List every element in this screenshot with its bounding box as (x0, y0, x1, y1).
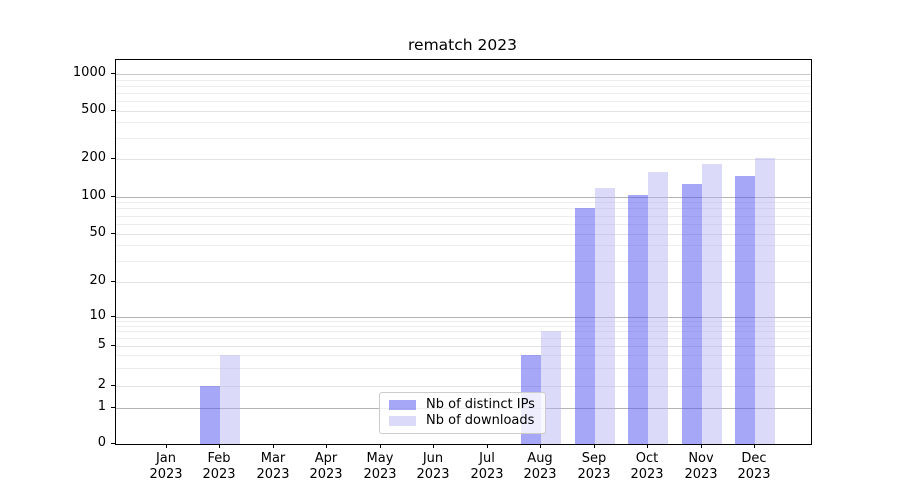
y-tick-1000 (111, 73, 115, 74)
y-tick-label-20: 20 (89, 273, 106, 288)
bar-nb-of-downloads-sep (594, 187, 615, 444)
x-tick-label-jan: Jan 2023 (149, 451, 183, 482)
gridline-600 (116, 101, 811, 102)
x-tick-jan (166, 444, 167, 448)
gridline-500 (116, 111, 811, 112)
bar-nb-of-downloads-nov (701, 164, 722, 444)
x-tick-may (380, 444, 381, 448)
x-tick-jun (433, 444, 434, 448)
bar-nb-of-distinct-ips-oct (628, 194, 648, 444)
x-tick-label-sep: Sep 2023 (577, 451, 611, 482)
x-tick-aug (540, 444, 541, 448)
gridline-20 (116, 282, 811, 283)
legend-label-downloads: Nb of downloads (426, 413, 535, 428)
y-tick-0 (111, 443, 115, 444)
y-tick-label-100: 100 (81, 188, 106, 203)
y-tick-label-1: 1 (97, 399, 106, 414)
x-tick-label-apr: Apr 2023 (309, 451, 343, 482)
bar-nb-of-downloads-aug (541, 331, 561, 444)
gridline-90 (116, 202, 811, 203)
y-tick-label-10: 10 (89, 308, 106, 323)
y-tick-label-2: 2 (97, 377, 106, 392)
x-tick-nov (701, 444, 702, 448)
legend-swatch-downloads (389, 416, 416, 426)
bar-nb-of-distinct-ips-nov (681, 183, 702, 444)
gridline-1000 (116, 74, 811, 75)
x-tick-feb (219, 444, 220, 448)
x-tick-dec (754, 444, 755, 448)
legend-swatch-distinct-ips (389, 400, 416, 410)
x-tick-jul (487, 444, 488, 448)
gridline-9 (116, 321, 811, 322)
gridline-8 (116, 326, 811, 327)
legend-label-distinct-ips: Nb of distinct IPs (426, 397, 535, 412)
x-tick-label-aug: Aug 2023 (523, 451, 557, 482)
x-tick-label-feb: Feb 2023 (202, 451, 236, 482)
y-tick-label-0: 0 (97, 435, 106, 450)
legend: Nb of distinct IPs Nb of downloads (379, 392, 546, 434)
gridline-100 (116, 197, 811, 198)
y-tick-5 (111, 345, 115, 346)
gridline-2 (116, 386, 811, 387)
x-tick-label-oct: Oct 2023 (630, 451, 664, 482)
gridline-700 (116, 93, 811, 94)
legend-item-downloads: Nb of downloads (389, 413, 536, 429)
gridline-40 (116, 245, 811, 246)
gridline-10 (116, 317, 811, 318)
y-tick-1 (111, 407, 115, 408)
x-tick-label-mar: Mar 2023 (256, 451, 290, 482)
gridline-3 (116, 368, 811, 369)
y-tick-label-1000: 1000 (72, 65, 106, 80)
x-tick-label-may: May 2023 (363, 451, 397, 482)
y-tick-label-5: 5 (97, 337, 106, 352)
gridline-70 (116, 216, 811, 217)
y-tick-500 (111, 110, 115, 111)
x-tick-sep (594, 444, 595, 448)
bar-nb-of-downloads-dec (755, 158, 775, 444)
gridline-6 (116, 338, 811, 339)
gridline-200 (116, 159, 811, 160)
x-tick-oct (647, 444, 648, 448)
gridline-300 (116, 138, 811, 139)
gridline-50 (116, 234, 811, 235)
x-tick-label-nov: Nov 2023 (684, 451, 718, 482)
gridline-4 (116, 355, 811, 356)
bar-nb-of-downloads-feb (220, 355, 240, 444)
gridline-800 (116, 86, 811, 87)
bar-nb-of-distinct-ips-sep (574, 207, 595, 444)
x-tick-apr (326, 444, 327, 448)
y-tick-20 (111, 281, 115, 282)
gridline-900 (116, 80, 811, 81)
y-tick-label-200: 200 (81, 150, 106, 165)
y-tick-10 (111, 316, 115, 317)
bar-nb-of-distinct-ips-feb (200, 386, 220, 444)
bar-nb-of-distinct-ips-dec (735, 176, 755, 444)
x-tick-label-dec: Dec 2023 (737, 451, 771, 482)
y-tick-2 (111, 385, 115, 386)
x-tick-label-jun: Jun 2023 (416, 451, 450, 482)
gridline-80 (116, 208, 811, 209)
chart-title: rematch 2023 (408, 36, 517, 54)
gridline-400 (116, 122, 811, 123)
y-tick-label-50: 50 (89, 225, 106, 240)
x-tick-label-jul: Jul 2023 (470, 451, 504, 482)
bar-nb-of-downloads-oct (648, 172, 668, 444)
y-tick-label-500: 500 (81, 102, 106, 117)
x-tick-mar (273, 444, 274, 448)
gridline-7 (116, 331, 811, 332)
plot-area (115, 59, 812, 445)
legend-item-distinct-ips: Nb of distinct IPs (389, 397, 536, 413)
gridline-5 (116, 346, 811, 347)
gridline-60 (116, 224, 811, 225)
y-tick-200 (111, 158, 115, 159)
gridline-30 (116, 261, 811, 262)
y-tick-50 (111, 233, 115, 234)
y-tick-100 (111, 196, 115, 197)
